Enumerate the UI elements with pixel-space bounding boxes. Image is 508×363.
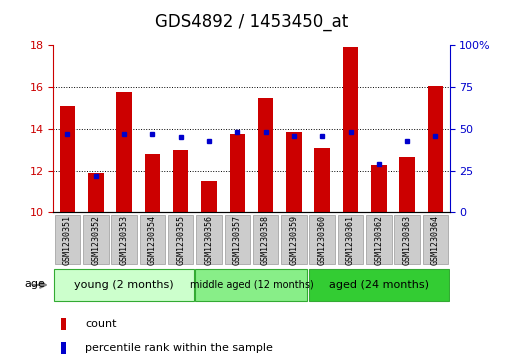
FancyBboxPatch shape xyxy=(168,215,194,264)
FancyBboxPatch shape xyxy=(338,215,363,264)
Text: young (2 months): young (2 months) xyxy=(74,280,174,290)
FancyBboxPatch shape xyxy=(309,269,449,301)
Bar xyxy=(60,106,75,212)
FancyBboxPatch shape xyxy=(55,215,80,264)
FancyBboxPatch shape xyxy=(225,215,250,264)
Text: count: count xyxy=(85,319,116,329)
Text: GSM1230358: GSM1230358 xyxy=(261,215,270,265)
Bar xyxy=(88,173,104,212)
FancyBboxPatch shape xyxy=(196,269,307,301)
Text: GSM1230363: GSM1230363 xyxy=(403,215,411,265)
Bar xyxy=(116,92,132,212)
FancyBboxPatch shape xyxy=(253,215,278,264)
Bar xyxy=(286,132,302,212)
FancyBboxPatch shape xyxy=(394,215,420,264)
Text: middle aged (12 months): middle aged (12 months) xyxy=(189,280,313,290)
Text: GSM1230351: GSM1230351 xyxy=(63,215,72,265)
FancyBboxPatch shape xyxy=(309,215,335,264)
Text: GSM1230357: GSM1230357 xyxy=(233,215,242,265)
Text: GSM1230356: GSM1230356 xyxy=(205,215,213,265)
Bar xyxy=(61,342,66,354)
Text: GSM1230364: GSM1230364 xyxy=(431,215,440,265)
Text: GSM1230352: GSM1230352 xyxy=(91,215,100,265)
Text: GSM1230355: GSM1230355 xyxy=(176,215,185,265)
FancyBboxPatch shape xyxy=(423,215,448,264)
Bar xyxy=(201,181,217,212)
Text: GDS4892 / 1453450_at: GDS4892 / 1453450_at xyxy=(155,13,348,31)
Text: percentile rank within the sample: percentile rank within the sample xyxy=(85,343,273,352)
Text: age: age xyxy=(25,279,46,289)
FancyBboxPatch shape xyxy=(281,215,307,264)
Bar xyxy=(230,134,245,212)
Bar xyxy=(145,154,160,212)
FancyBboxPatch shape xyxy=(140,215,165,264)
FancyBboxPatch shape xyxy=(111,215,137,264)
Text: GSM1230354: GSM1230354 xyxy=(148,215,157,265)
Bar xyxy=(314,148,330,212)
FancyBboxPatch shape xyxy=(83,215,109,264)
Bar xyxy=(371,166,387,212)
Text: aged (24 months): aged (24 months) xyxy=(329,280,429,290)
FancyBboxPatch shape xyxy=(366,215,392,264)
FancyBboxPatch shape xyxy=(54,269,194,301)
Bar xyxy=(61,318,66,330)
Bar xyxy=(343,48,358,212)
Bar xyxy=(399,157,415,212)
Text: GSM1230359: GSM1230359 xyxy=(290,215,298,265)
Bar xyxy=(258,98,273,212)
Bar xyxy=(428,86,443,212)
Bar xyxy=(173,150,188,212)
FancyBboxPatch shape xyxy=(196,215,221,264)
Text: GSM1230353: GSM1230353 xyxy=(119,215,129,265)
Text: GSM1230360: GSM1230360 xyxy=(318,215,327,265)
Text: GSM1230362: GSM1230362 xyxy=(374,215,384,265)
Text: GSM1230361: GSM1230361 xyxy=(346,215,355,265)
